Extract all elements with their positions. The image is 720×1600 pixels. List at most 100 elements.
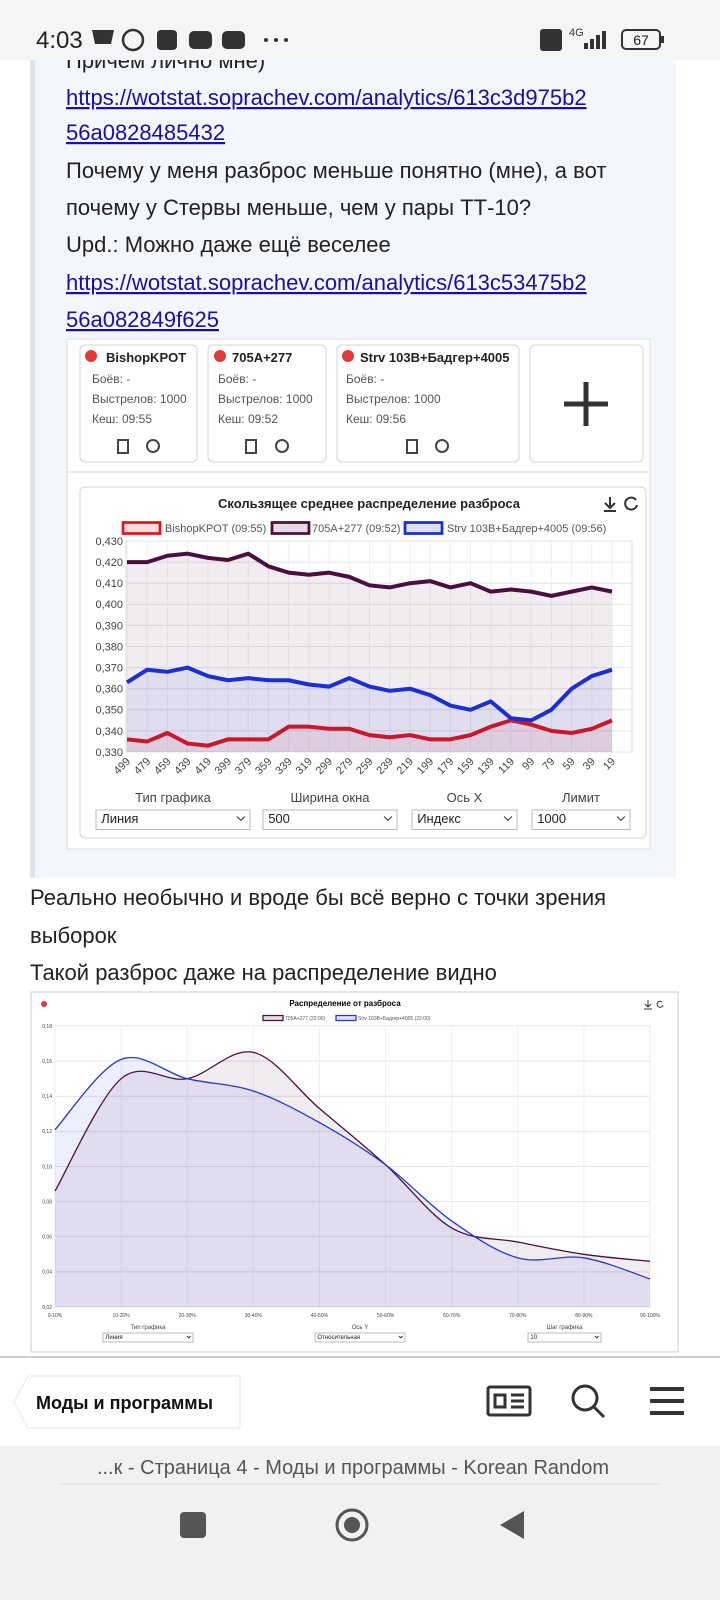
y-tick-label: 0,410 — [95, 578, 123, 590]
chevron — [616, 816, 626, 822]
card-cache: Кеш: 09:56 — [346, 412, 406, 426]
select-box[interactable] — [531, 809, 631, 830]
reply-line: Такой разброс даже на распределение видн… — [30, 960, 497, 985]
y-tick-label: 0,370 — [95, 662, 123, 674]
select-value: 10 — [530, 1335, 537, 1341]
select-value: Индекс — [417, 811, 461, 826]
select-box[interactable] — [262, 809, 398, 830]
control-label: Ось Y — [352, 1325, 368, 1331]
legend-label: 705A+277 (09:52) — [312, 523, 400, 535]
area — [55, 1051, 650, 1307]
home-button[interactable] — [335, 1508, 369, 1542]
status-icons — [92, 28, 664, 52]
card-shots: Выстрелов: 1000 — [218, 392, 313, 406]
nav-icons — [486, 1384, 684, 1419]
y-tick-label: 0,400 — [95, 599, 123, 611]
x-tick-label: 0-10% — [48, 1313, 63, 1319]
battery: 67 — [633, 32, 649, 48]
x-tick-label: 30-40% — [245, 1313, 263, 1319]
plus-icon — [564, 382, 608, 426]
select-value: Линия — [101, 811, 138, 826]
y-tick-label: 0,10 — [42, 1164, 52, 1170]
legend-label: Strv 103B+Бадгер+4005 (22:00) — [358, 1016, 431, 1022]
legend-swatch[interactable] — [335, 1014, 357, 1022]
card-battles: Боёв: - — [346, 372, 384, 386]
search-icon[interactable] — [571, 1384, 599, 1412]
close-icon[interactable] — [342, 350, 354, 362]
card-cache: Кеш: 09:52 — [218, 412, 278, 426]
home-dot — [344, 1517, 360, 1533]
legend-swatch[interactable] — [270, 521, 311, 535]
network: 4G — [569, 27, 584, 39]
close-icon[interactable] — [214, 350, 226, 362]
card-battles: Боёв: - — [92, 372, 130, 386]
link[interactable]: 56a082849f625 — [66, 307, 219, 332]
control-label: Ось X — [447, 790, 483, 805]
series-line — [125, 665, 613, 723]
x-tick-label: 90-100% — [640, 1313, 661, 1319]
series-line — [126, 718, 613, 748]
quote-line: Почему у меня разброс меньше понятно (мн… — [66, 158, 606, 183]
legend-label: BishopKPOT (09:55) — [165, 523, 266, 535]
close-icon[interactable] — [85, 350, 97, 362]
news-icon[interactable] — [486, 1385, 532, 1417]
chevron — [594, 1335, 599, 1339]
section-pill[interactable] — [13, 1375, 241, 1429]
legend-swatch[interactable] — [121, 521, 162, 535]
y-tick-label: 0,360 — [95, 684, 123, 696]
clock: 4:03 — [36, 27, 83, 54]
card — [336, 344, 520, 463]
chart-tools[interactable] — [604, 496, 638, 512]
link[interactable]: https://wotstat.soprachev.com/analytics/… — [66, 85, 587, 110]
reply-line: Реально необычно и вроде бы всё верно с … — [30, 885, 606, 910]
chart-tools[interactable] — [644, 1000, 664, 1010]
select-box[interactable] — [527, 1332, 602, 1343]
legend-swatch[interactable] — [403, 521, 444, 535]
menu-icon[interactable] — [650, 1387, 684, 1415]
legend-swatch[interactable] — [262, 1014, 284, 1022]
quote-bar — [30, 40, 35, 878]
y-tick-label: 0,14 — [42, 1094, 52, 1100]
x-tick-label: 50-60% — [377, 1313, 395, 1319]
select-box[interactable] — [314, 1332, 406, 1343]
link[interactable]: https://wotstat.soprachev.com/analytics/… — [66, 270, 587, 295]
select-value: Линия — [105, 1335, 122, 1341]
card-name: Strv 103B+Бадгер+4005 — [360, 350, 510, 365]
y-tick-label: 0,12 — [42, 1129, 52, 1135]
card-battles: Боёв: - — [218, 372, 256, 386]
card-shots: Выстрелов: 1000 — [92, 392, 187, 406]
control-label: Тип графика — [135, 790, 211, 805]
legend-label: Strv 103B+Бадгер+4005 (09:56) — [447, 523, 606, 535]
y-tick-label: 0,02 — [42, 1305, 52, 1311]
chevron — [383, 816, 393, 822]
chevron — [503, 816, 513, 822]
x-tick-label: 10-20% — [112, 1313, 130, 1319]
section-name: Моды и программы — [36, 1393, 213, 1413]
y-tick-label: 0,16 — [42, 1059, 52, 1065]
chevron — [236, 816, 246, 822]
x-tick-label: 70-80% — [509, 1313, 527, 1319]
select-box[interactable] — [411, 809, 518, 830]
chart-title: Скользящее среднее распределение разброс… — [218, 496, 521, 511]
recents-button[interactable] — [180, 1512, 206, 1538]
close-icon[interactable] — [41, 1001, 47, 1007]
control-label: Шаг графика — [547, 1325, 584, 1331]
back-button[interactable] — [500, 1511, 524, 1539]
chevron — [398, 1335, 403, 1339]
area — [55, 1057, 650, 1307]
series-line — [54, 1056, 651, 1280]
y-tick-label: 0,04 — [42, 1270, 52, 1276]
select-box[interactable] — [102, 1332, 194, 1343]
series-line — [54, 1051, 651, 1262]
y-tick-label: 0,420 — [95, 557, 123, 569]
series-line — [127, 551, 613, 598]
chevron — [186, 1335, 191, 1339]
y-tick-label: 0,06 — [42, 1235, 52, 1241]
card-name: BishopKPOT — [106, 350, 186, 365]
card-cache: Кеш: 09:55 — [92, 412, 152, 426]
control-label: Тип графика — [131, 1325, 167, 1331]
card — [207, 344, 327, 463]
select-box[interactable] — [95, 809, 251, 830]
link[interactable]: 56a0828485432 — [66, 120, 225, 145]
